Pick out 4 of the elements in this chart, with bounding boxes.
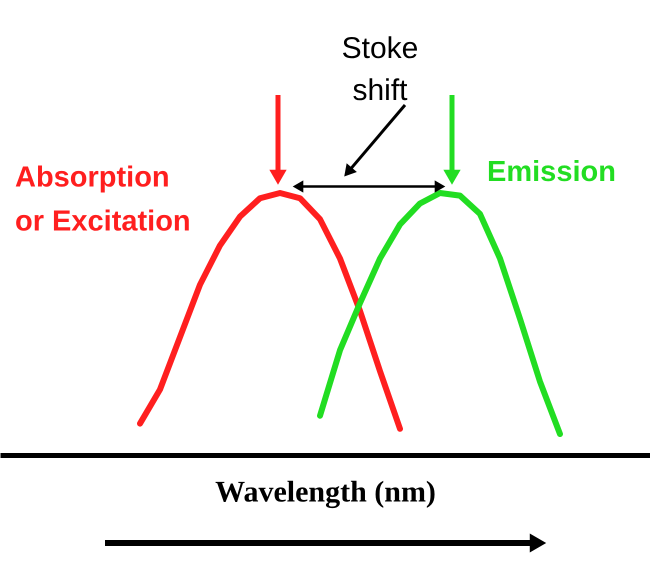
text: Stoke shift	[342, 32, 418, 107]
legend-label: Emission	[487, 156, 616, 188]
series-label: Absorption or Excitation	[15, 161, 191, 238]
x-axis-title: Wavelength (nm)	[215, 476, 436, 508]
